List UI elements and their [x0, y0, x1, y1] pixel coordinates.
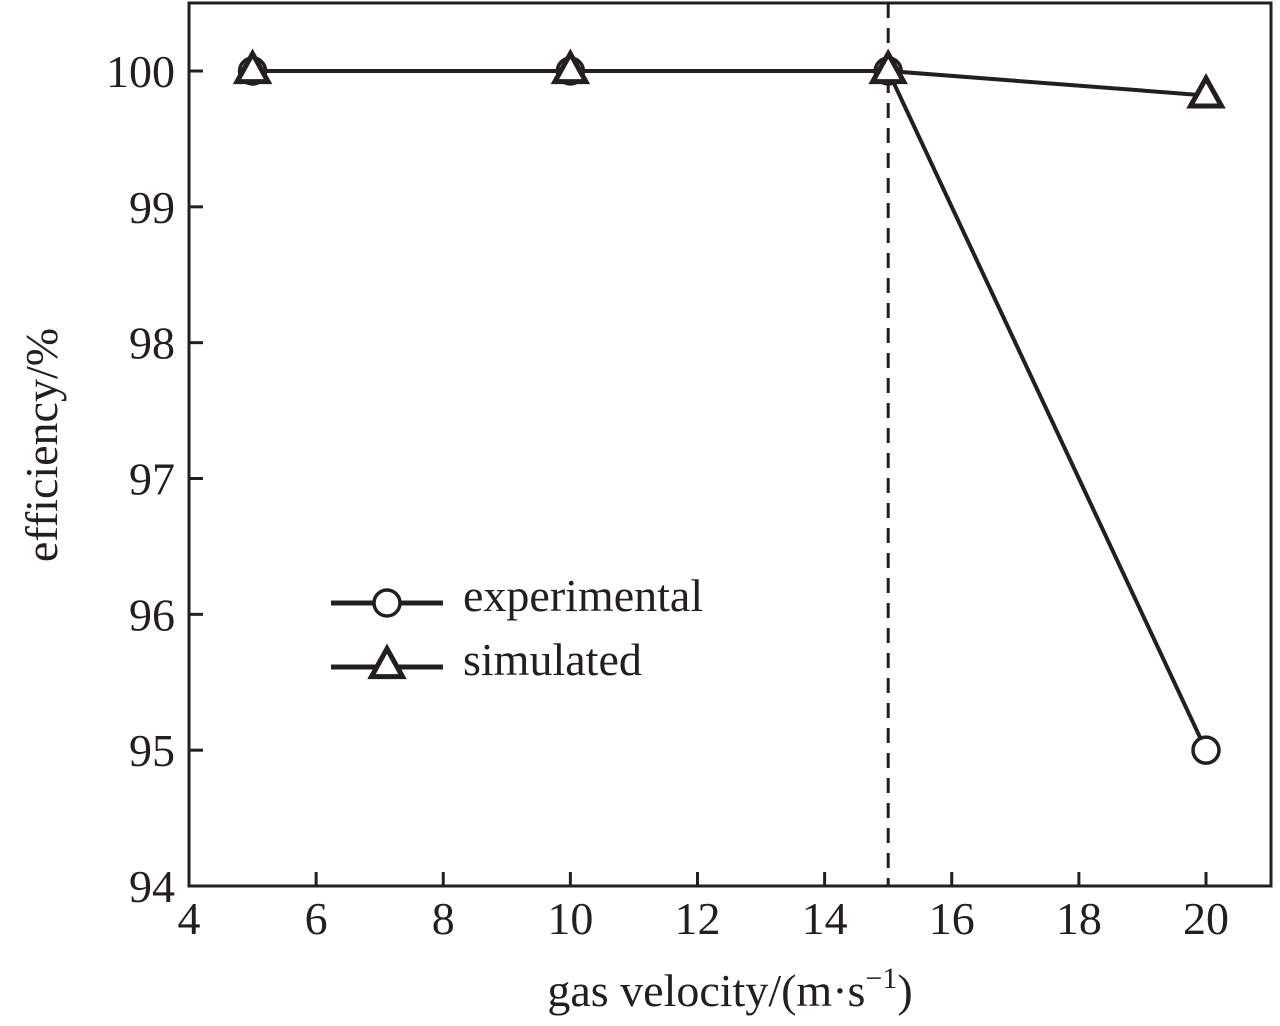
y-tick-label: 96	[129, 589, 175, 640]
simulated-point	[550, 48, 591, 85]
simulated-series-line	[252, 69, 1207, 98]
x-tick-label: 18	[1056, 893, 1102, 944]
y-tick-label: 100	[106, 46, 175, 97]
plot-frame	[187, 1, 1273, 888]
x-tick-label: 4	[178, 893, 201, 944]
experimental-series-line	[252, 69, 1208, 752]
x-tick-label: 16	[929, 893, 975, 944]
y-axis-title: efficiency/%	[16, 328, 67, 562]
x-tick-label: 8	[432, 893, 455, 944]
x-tick-label: 14	[802, 893, 848, 944]
y-tick-label: 98	[129, 318, 175, 369]
y-tick-label: 94	[129, 861, 175, 912]
y-tick-label: 95	[129, 725, 175, 776]
x-axis-title-suffix: )	[897, 965, 912, 1016]
simulated-point	[1186, 73, 1226, 109]
x-axis-title-superscript: −1	[865, 962, 897, 995]
x-tick-label: 10	[547, 893, 593, 944]
x-axis-title: gas velocity/(m·s−1)	[547, 962, 912, 1016]
simulated-point	[232, 48, 273, 85]
legend-label-experimental: experimental	[463, 570, 703, 621]
x-tick-label: 20	[1183, 893, 1229, 944]
y-tick-label: 99	[129, 182, 175, 233]
experimental-point	[1191, 735, 1221, 765]
legend-marker-simulated	[367, 643, 407, 680]
x-tick-label: 12	[675, 893, 721, 944]
legend-label-simulated: simulated	[463, 634, 642, 685]
x-axis-title-main: gas velocity/(m·s	[547, 965, 865, 1016]
simulated-point	[868, 48, 908, 85]
x-tick-label: 6	[305, 893, 328, 944]
y-tick-label: 97	[129, 454, 175, 505]
legend-marker-experimental	[372, 588, 402, 618]
